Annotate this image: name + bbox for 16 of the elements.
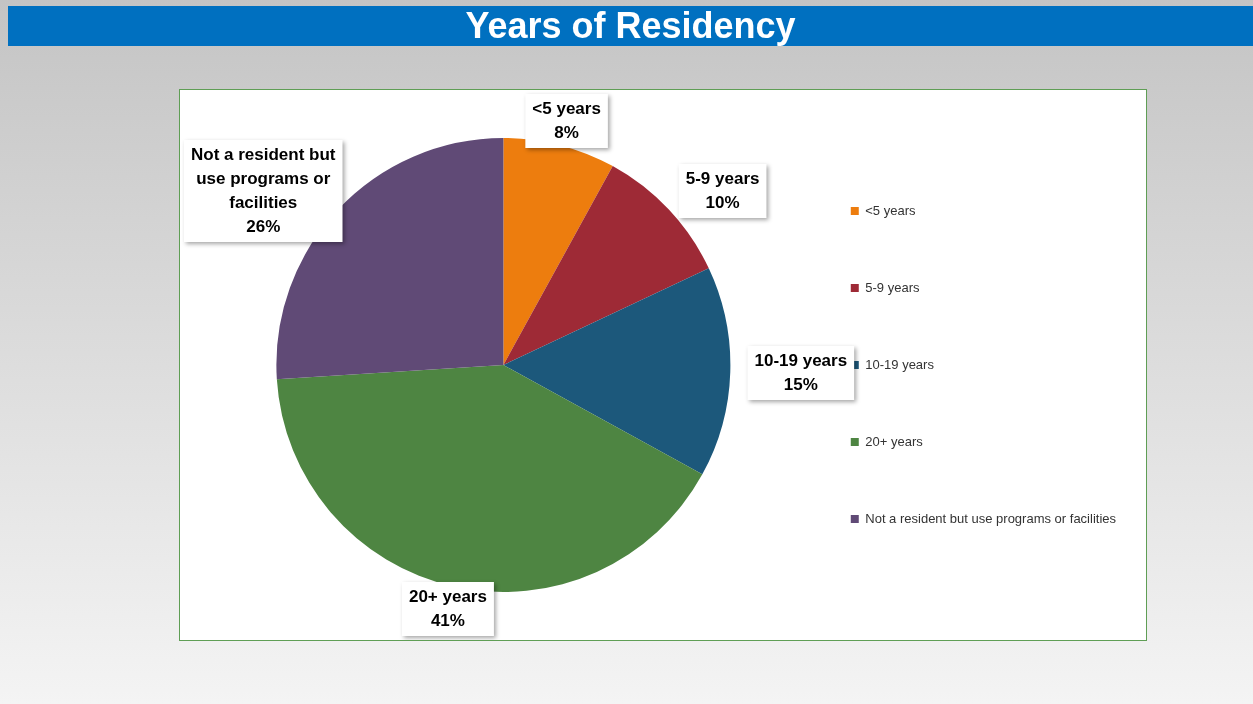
slice-label: 10-19 years (754, 350, 848, 370)
legend-label: 20+ years (865, 433, 924, 449)
data-label: 10% (705, 192, 740, 212)
slice-label: 20+ years (408, 586, 487, 606)
slice-label: 5-9 years (685, 168, 760, 188)
data-label: 26% (246, 216, 281, 236)
slice-label: Not a resident but use programs or facilities (191, 144, 336, 212)
legend-label: 10-19 years (865, 356, 935, 372)
data-label: 8% (554, 122, 579, 142)
data-label: 15% (783, 374, 818, 394)
legend-label: 5-9 years (865, 279, 920, 295)
legend-label: <5 years (865, 202, 916, 218)
data-label: 41% (430, 610, 465, 630)
chart-title: Years of Residency (8, 5, 1253, 46)
legend-label: Not a resident but use programs or facilities (865, 510, 1117, 526)
slice-label: <5 years (532, 98, 601, 118)
